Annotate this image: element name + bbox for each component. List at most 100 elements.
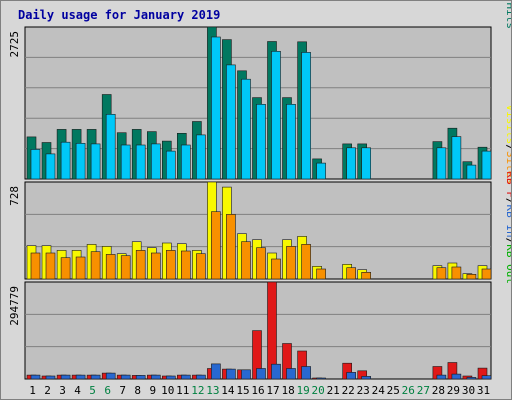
chart-title: Daily usage for January 2019 xyxy=(18,8,221,22)
legend-separator: / xyxy=(504,198,511,205)
x-tick-day-20: 20 xyxy=(311,384,324,397)
x-tick-day-8: 8 xyxy=(134,384,141,397)
bar-top-files-day-10 xyxy=(166,150,176,180)
y-max-label-top: 2725 xyxy=(8,31,21,58)
bar-bottom-kb-in-day-30 xyxy=(466,377,477,380)
bar-bottom-kb-in-day-13 xyxy=(211,363,221,380)
bar-top-files-day-3 xyxy=(60,141,71,180)
bar-middle-sites-day-14 xyxy=(226,214,236,280)
bar-bottom-kb-in-day-12 xyxy=(196,374,206,380)
x-tick-day-26: 26 xyxy=(402,384,415,397)
bar-middle-sites-day-9 xyxy=(151,252,161,280)
x-tick-day-5: 5 xyxy=(89,384,96,397)
bar-bottom-kb-in-day-3 xyxy=(60,374,71,380)
x-tick-day-27: 27 xyxy=(417,384,430,397)
x-tick-day-21: 21 xyxy=(327,384,340,397)
x-tick-day-11: 11 xyxy=(176,384,189,397)
bar-middle-sites-day-19 xyxy=(301,244,311,280)
x-tick-day-25: 25 xyxy=(387,384,400,397)
bar-top-files-day-31 xyxy=(481,150,492,180)
x-tick-day-24: 24 xyxy=(372,384,386,397)
bar-top-files-day-12 xyxy=(196,134,206,180)
x-tick-day-18: 18 xyxy=(281,384,294,397)
bar-bottom-kb-in-day-19 xyxy=(301,366,311,380)
bar-bottom-kb-in-day-29 xyxy=(451,373,462,380)
bar-middle-sites-day-17 xyxy=(271,258,281,280)
x-tick-day-3: 3 xyxy=(59,384,66,397)
bar-top-files-day-23 xyxy=(361,147,372,180)
x-tick-day-4: 4 xyxy=(74,384,81,397)
panel-middle: 728 Visits/Sites xyxy=(8,105,511,280)
bar-bottom-kb-in-day-18 xyxy=(286,368,296,380)
bar-top-files-day-7 xyxy=(120,144,131,180)
x-tick-day-12: 12 xyxy=(191,384,204,397)
x-tick-day-29: 29 xyxy=(447,384,460,397)
x-tick-day-7: 7 xyxy=(119,384,126,397)
bar-top-files-day-15 xyxy=(241,78,251,180)
legend-top: Pages/Files/Hits xyxy=(504,1,511,29)
legend-separator: / xyxy=(504,238,511,245)
bar-middle-sites-day-5 xyxy=(90,251,101,280)
x-tick-day-6: 6 xyxy=(104,384,111,397)
x-tick-day-2: 2 xyxy=(44,384,51,397)
bar-top-files-day-29 xyxy=(451,136,462,180)
bar-bottom-kb-in-day-17 xyxy=(271,363,281,380)
legend-item: Hits xyxy=(504,3,511,30)
bar-bottom-kb-in-day-15 xyxy=(241,369,251,380)
bar-middle-sites-day-1 xyxy=(30,252,41,280)
x-tick-day-9: 9 xyxy=(149,384,156,397)
bar-middle-sites-day-29 xyxy=(451,266,462,280)
x-tick-day-16: 16 xyxy=(251,384,264,397)
bar-top-files-day-14 xyxy=(226,64,236,180)
bar-middle-sites-day-10 xyxy=(166,250,176,280)
bar-bottom-kb-in-day-5 xyxy=(90,374,101,380)
bar-bottom-kb-in-day-31 xyxy=(481,375,492,380)
x-tick-day-30: 30 xyxy=(462,384,475,397)
bar-top-files-day-16 xyxy=(256,104,266,180)
x-tick-day-15: 15 xyxy=(236,384,249,397)
bar-bottom-kb-in-day-23 xyxy=(361,376,372,380)
legend-item: KB Out xyxy=(504,244,511,284)
bar-bottom-kb-in-day-16 xyxy=(256,368,266,380)
bar-bottom-kb-in-day-14 xyxy=(226,368,236,380)
bar-middle-sites-day-12 xyxy=(196,253,206,280)
bar-top-files-day-30 xyxy=(466,164,477,180)
bar-bottom-kb-in-day-20 xyxy=(316,377,326,380)
bar-top-files-day-2 xyxy=(45,153,56,180)
x-tick-day-10: 10 xyxy=(161,384,174,397)
bar-bottom-kb-in-day-4 xyxy=(75,374,86,380)
x-tick-day-31: 31 xyxy=(477,384,490,397)
legend-middle: Visits/Sites xyxy=(504,105,511,185)
legend-item: KB F xyxy=(504,171,511,198)
bar-middle-sites-day-28 xyxy=(436,267,447,280)
x-tick-day-17: 17 xyxy=(266,384,279,397)
bar-middle-sites-day-31 xyxy=(481,268,492,280)
bar-top-files-day-17 xyxy=(271,50,281,180)
x-tick-day-23: 23 xyxy=(357,384,370,397)
bar-top-files-day-6 xyxy=(105,114,116,180)
bar-top-files-day-11 xyxy=(181,144,191,180)
x-tick-day-14: 14 xyxy=(221,384,235,397)
bar-middle-sites-day-7 xyxy=(120,255,131,280)
legend-item: KB In xyxy=(504,205,511,238)
bar-bottom-kb-in-day-22 xyxy=(346,372,357,380)
x-tick-day-19: 19 xyxy=(296,384,309,397)
panel-top: 2725 Pages/Files/Hits xyxy=(8,1,511,180)
bar-bottom-kb-in-day-10 xyxy=(166,375,176,380)
x-tick-day-1: 1 xyxy=(29,384,36,397)
bar-bottom-kb-in-day-6 xyxy=(105,372,116,380)
bar-bottom-kb-in-day-28 xyxy=(436,374,447,380)
bar-bottom-kb-in-day-7 xyxy=(120,374,131,380)
bar-top-files-day-28 xyxy=(436,147,447,180)
y-max-label-middle: 728 xyxy=(8,186,21,206)
legend-item: Sites xyxy=(504,151,511,184)
legend-separator: / xyxy=(504,1,511,3)
bar-bottom-kb-in-day-2 xyxy=(45,375,56,380)
bar-middle-sites-day-13 xyxy=(211,211,221,280)
bar-top-files-day-19 xyxy=(301,52,311,180)
bar-middle-sites-day-20 xyxy=(316,268,326,280)
legend-separator: / xyxy=(504,144,511,151)
